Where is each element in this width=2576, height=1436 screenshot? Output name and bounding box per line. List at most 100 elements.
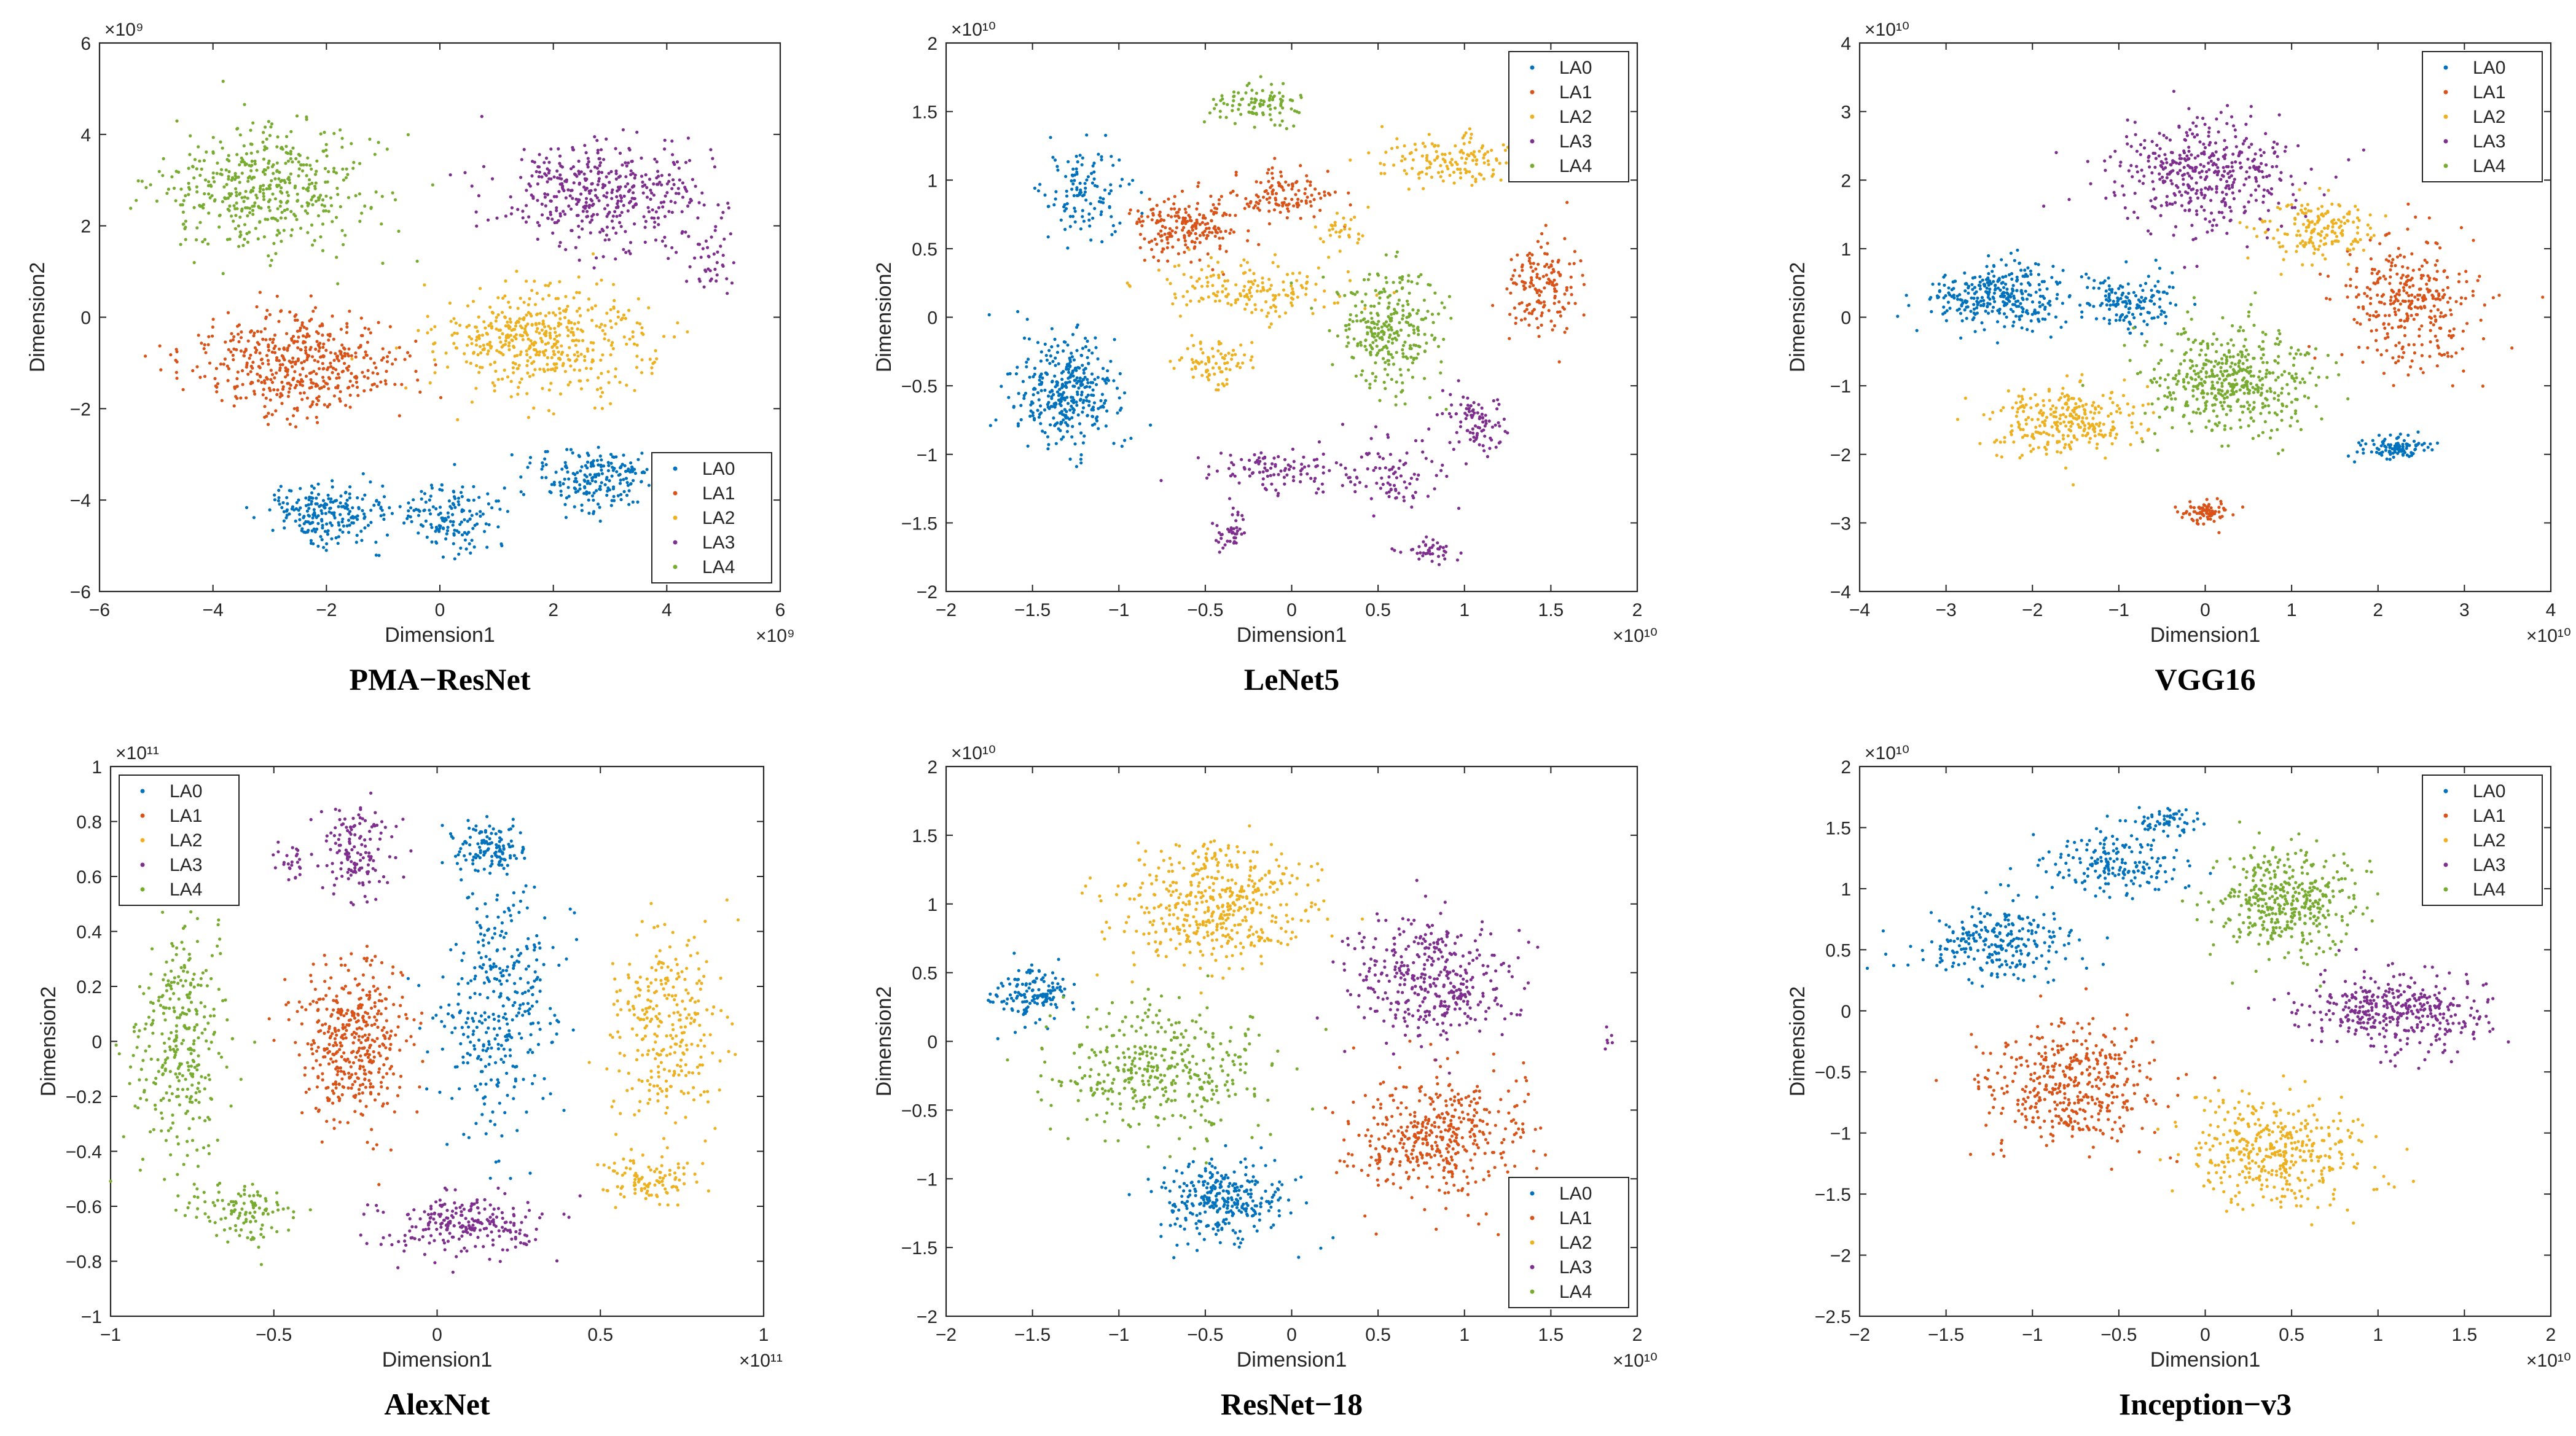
point-LA2 <box>511 366 515 370</box>
point-LA3 <box>627 190 630 193</box>
point-LA0 <box>574 477 577 480</box>
point-LA4 <box>1390 378 1393 381</box>
point-LA2 <box>540 328 544 332</box>
point-LA2 <box>1189 299 1192 303</box>
point-LA2 <box>1250 355 1254 359</box>
point-LA2 <box>552 412 555 416</box>
point-LA3 <box>1369 497 1373 501</box>
point-LA1 <box>311 381 315 385</box>
point-LA3 <box>593 193 598 197</box>
point-LA3 <box>1472 400 1476 405</box>
point-LA1 <box>1217 202 1221 206</box>
point-LA0 <box>1052 203 1056 207</box>
point-LA0 <box>1960 304 1963 308</box>
point-LA0 <box>498 507 502 511</box>
point-LA4 <box>1336 334 1339 338</box>
point-LA2 <box>1204 362 1208 366</box>
point-LA1 <box>1140 224 1144 228</box>
point-LA0 <box>1046 394 1051 398</box>
point-LA0 <box>479 510 482 513</box>
x-tick-label: −6 <box>89 600 110 620</box>
point-LA1 <box>206 343 210 346</box>
point-LA4 <box>211 171 215 175</box>
point-LA1 <box>1286 203 1290 207</box>
point-LA2 <box>470 341 474 345</box>
point-LA2 <box>1383 171 1387 176</box>
point-LA3 <box>1465 413 1469 417</box>
point-LA2 <box>503 369 506 372</box>
point-LA4 <box>325 154 329 158</box>
point-LA0 <box>381 484 385 488</box>
point-LA4 <box>276 228 280 232</box>
point-LA1 <box>1552 324 1557 328</box>
point-LA3 <box>477 194 481 198</box>
point-LA4 <box>368 138 372 141</box>
point-LA1 <box>1188 219 1192 222</box>
point-LA0 <box>2024 310 2028 314</box>
point-LA1 <box>270 413 274 416</box>
point-LA2 <box>1273 253 1277 257</box>
point-LA3 <box>598 230 602 234</box>
point-LA3 <box>1459 420 1463 424</box>
point-LA1 <box>1530 276 1533 279</box>
point-LA3 <box>656 216 660 220</box>
point-LA1 <box>1224 213 1228 216</box>
point-LA2 <box>525 364 529 367</box>
point-LA0 <box>359 529 363 533</box>
point-LA3 <box>588 203 592 207</box>
point-LA2 <box>547 388 551 392</box>
point-LA2 <box>1339 228 1343 232</box>
point-LA4 <box>294 184 297 188</box>
point-LA1 <box>198 375 202 380</box>
point-LA2 <box>640 371 644 375</box>
point-LA3 <box>600 171 604 174</box>
point-LA4 <box>1273 106 1277 110</box>
point-LA3 <box>653 220 657 224</box>
point-LA3 <box>607 238 611 241</box>
point-LA4 <box>1363 317 1366 321</box>
point-LA4 <box>1376 272 1379 276</box>
point-LA0 <box>407 509 410 513</box>
point-LA3 <box>1287 467 1291 472</box>
point-LA0 <box>1051 155 1055 159</box>
point-LA2 <box>638 322 642 326</box>
point-LA3 <box>516 208 520 211</box>
point-LA2 <box>614 367 617 371</box>
point-LA1 <box>1143 259 1146 262</box>
point-LA2 <box>539 311 542 315</box>
point-LA0 <box>1077 386 1081 390</box>
point-LA4 <box>267 254 270 258</box>
point-LA0 <box>453 462 456 466</box>
legend-label-LA0: LA0 <box>1559 58 1592 78</box>
point-LA1 <box>278 369 282 372</box>
point-LA1 <box>200 341 203 345</box>
point-LA1 <box>1532 308 1536 311</box>
point-LA2 <box>514 337 518 341</box>
point-LA2 <box>600 372 603 375</box>
point-LA1 <box>300 321 304 325</box>
point-LA0 <box>456 496 461 500</box>
point-LA2 <box>1243 271 1247 275</box>
point-LA1 <box>343 347 346 351</box>
point-LA0 <box>609 453 613 456</box>
point-LA0 <box>587 491 591 495</box>
point-LA0 <box>468 542 471 546</box>
point-LA2 <box>1232 348 1235 353</box>
point-LA3 <box>521 209 525 213</box>
point-LA2 <box>1471 158 1475 162</box>
point-LA1 <box>240 330 243 334</box>
point-LA1 <box>1173 195 1176 198</box>
point-LA4 <box>1269 107 1272 111</box>
point-LA3 <box>583 206 587 210</box>
point-LA3 <box>509 212 514 216</box>
point-LA3 <box>1431 552 1435 556</box>
point-LA3 <box>702 285 706 289</box>
point-LA2 <box>625 342 628 346</box>
point-LA0 <box>346 518 351 522</box>
point-LA4 <box>266 166 270 170</box>
point-LA4 <box>177 170 181 174</box>
point-LA0 <box>304 520 308 524</box>
y-tick-label: 0 <box>1841 308 1851 329</box>
point-LA4 <box>161 174 165 178</box>
point-LA4 <box>336 193 340 197</box>
